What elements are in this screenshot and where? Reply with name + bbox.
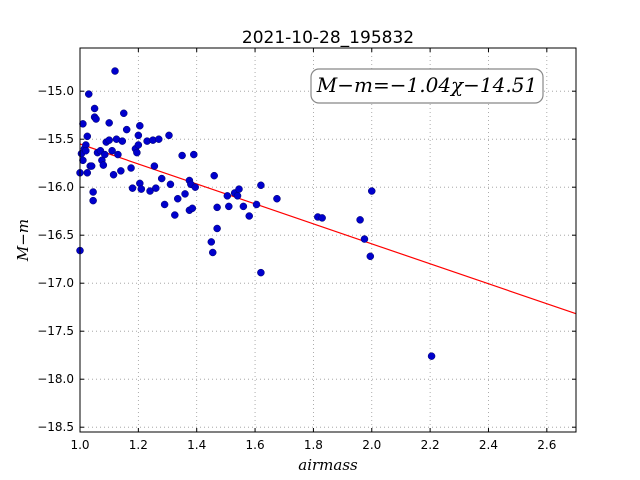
data-point xyxy=(105,119,113,127)
plot-area xyxy=(80,48,576,432)
y-tick-label: −18.0 xyxy=(37,372,74,386)
data-point xyxy=(191,183,199,191)
data-point xyxy=(79,120,87,128)
y-axis-label: M−m xyxy=(14,219,32,262)
data-point xyxy=(117,167,125,175)
data-point xyxy=(83,132,92,141)
y-tick-label: −17.0 xyxy=(37,276,74,290)
x-tick-label: 2.6 xyxy=(537,438,556,452)
data-point xyxy=(134,141,143,149)
y-tick-label: −17.5 xyxy=(37,324,74,338)
data-point xyxy=(233,192,242,200)
data-point xyxy=(105,136,113,144)
chart-title: 2021-10-28_195832 xyxy=(242,28,414,48)
data-point xyxy=(118,137,127,145)
data-point xyxy=(257,268,265,277)
annotation-box xyxy=(310,68,544,104)
y-tick-label: −16.5 xyxy=(37,228,74,242)
data-point xyxy=(235,185,243,193)
data-point xyxy=(252,200,261,209)
data-point xyxy=(157,174,166,183)
data-point xyxy=(190,150,198,159)
data-point xyxy=(137,185,146,193)
data-point xyxy=(223,192,232,200)
data-point xyxy=(213,224,221,233)
data-point xyxy=(356,216,364,224)
fit-equation: M−m=−1.04χ−14.51 xyxy=(316,73,537,97)
data-point xyxy=(152,184,160,192)
data-point xyxy=(181,190,189,198)
data-point xyxy=(101,150,109,159)
y-tick-label: −15.0 xyxy=(37,84,74,98)
data-point xyxy=(122,125,131,134)
x-tick-label: 1.8 xyxy=(304,438,323,452)
data-point xyxy=(99,161,108,169)
data-point xyxy=(83,169,92,177)
data-point xyxy=(213,203,221,212)
x-tick-label: 1.6 xyxy=(246,438,265,452)
data-point xyxy=(87,162,96,170)
y-tick-label: −16.0 xyxy=(37,180,74,194)
data-point xyxy=(318,214,326,222)
data-point xyxy=(166,180,175,189)
data-point xyxy=(92,115,100,123)
data-point xyxy=(82,146,90,155)
data-point xyxy=(366,252,375,261)
data-point xyxy=(171,211,179,219)
y-tick-label: −15.5 xyxy=(37,132,74,146)
data-point xyxy=(209,248,217,257)
data-point xyxy=(427,352,436,360)
data-point xyxy=(109,170,118,179)
y-tick-label: −18.5 xyxy=(37,420,74,434)
data-point xyxy=(160,200,169,209)
data-point xyxy=(368,187,376,195)
data-point xyxy=(111,67,119,75)
data-point xyxy=(239,202,248,211)
data-point xyxy=(133,148,141,157)
axis-ticks: 1.0 1.2 1.4 1.6 1.8 2.0 2.2 2.4 2.6 −15.0 −15.5 −16… xyxy=(37,48,576,452)
data-point xyxy=(225,202,233,211)
data-point xyxy=(120,109,128,118)
data-point xyxy=(85,90,93,98)
data-point xyxy=(360,235,369,243)
data-point xyxy=(127,164,135,172)
data-point xyxy=(178,151,186,160)
x-tick-label: 2.4 xyxy=(479,438,498,452)
plot-frame xyxy=(79,47,577,433)
data-point xyxy=(89,188,97,196)
data-point xyxy=(108,146,116,155)
data-point xyxy=(210,171,218,180)
data-point xyxy=(257,181,265,190)
data-point xyxy=(173,194,182,203)
data-point xyxy=(150,162,159,170)
x-tick-label: 1.2 xyxy=(129,438,148,452)
data-point xyxy=(90,104,99,113)
grid-lines xyxy=(79,48,576,432)
data-point xyxy=(188,204,197,213)
data-point xyxy=(273,194,281,203)
fit-annotation: M−m=−1.04χ−14.51 xyxy=(310,68,544,104)
data-point xyxy=(134,131,143,140)
data-point xyxy=(89,196,97,205)
data-point xyxy=(245,212,253,220)
data-point xyxy=(155,135,163,143)
data-point xyxy=(79,156,87,165)
x-tick-label: 2.0 xyxy=(362,438,381,452)
x-tick-label: 1.0 xyxy=(70,438,89,452)
x-axis-label: airmass xyxy=(298,456,358,474)
fit-line xyxy=(79,143,577,315)
data-point xyxy=(165,131,173,140)
data-point xyxy=(114,150,122,159)
data-point xyxy=(207,238,216,246)
data-point xyxy=(128,184,137,192)
data-point xyxy=(136,122,144,130)
x-tick-label: 2.2 xyxy=(421,438,440,452)
x-tick-label: 1.4 xyxy=(187,438,206,452)
